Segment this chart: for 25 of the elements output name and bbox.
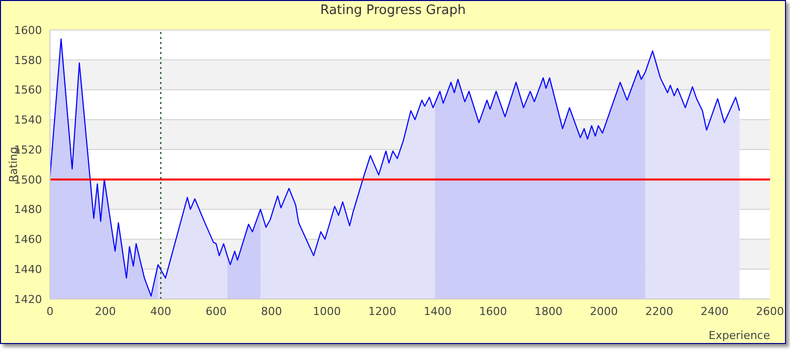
y-tick-label: 1600: [14, 24, 42, 37]
x-tick-label: 1400: [424, 304, 452, 318]
y-tick-label: 1560: [14, 84, 42, 97]
y-tick-label: 1460: [14, 233, 42, 246]
y-tick-label: 1580: [14, 54, 42, 67]
x-tick-label: 2600: [756, 304, 784, 318]
x-tick-label: 800: [261, 304, 282, 318]
x-tick-label: 1000: [312, 304, 341, 318]
line-series: [50, 38, 740, 297]
y-tick-label: 1540: [14, 114, 42, 127]
y-tick-label: 1480: [14, 203, 42, 216]
x-tick-label: 200: [94, 304, 116, 318]
y-tick-label: 1440: [14, 263, 42, 276]
x-tick-label: 1200: [368, 304, 396, 318]
x-tick-label: 400: [150, 304, 172, 318]
x-tick-label: 0: [46, 304, 54, 318]
x-tick-label: 600: [206, 304, 227, 318]
x-tick-label: 2200: [645, 304, 674, 318]
y-tick-label: 1420: [14, 292, 42, 306]
chart-title: Rating Progress Graph: [319, 3, 467, 18]
x-axis-title: Experience: [708, 329, 770, 342]
x-tick-label: 2000: [590, 304, 618, 318]
x-tick-label: 2400: [700, 304, 729, 318]
x-tick-label: 1800: [534, 304, 562, 318]
x-tick-label: 1600: [479, 304, 508, 318]
